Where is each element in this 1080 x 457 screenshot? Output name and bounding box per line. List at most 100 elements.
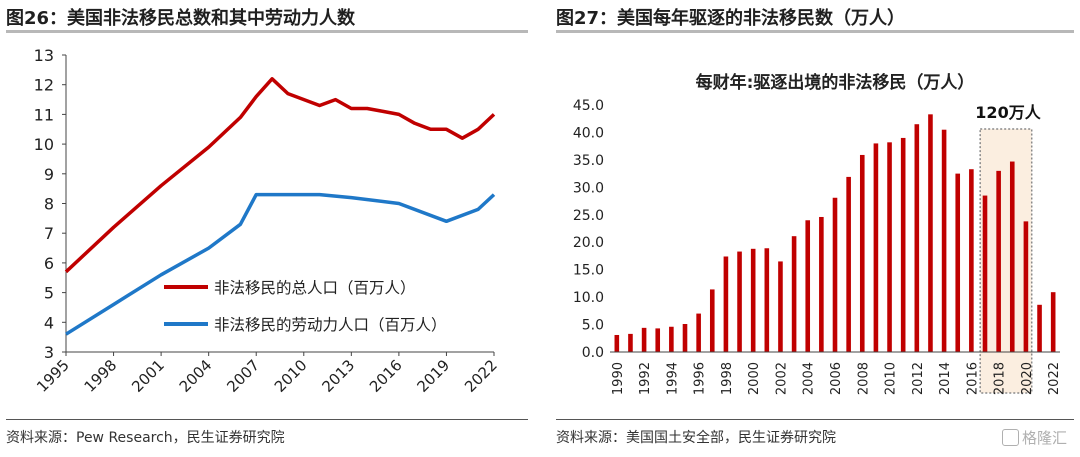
y-tick-label: 3 [44, 343, 54, 362]
bar-1996 [696, 313, 701, 352]
right-title-rule [556, 30, 1074, 33]
y-tick-label: 4 [44, 313, 54, 332]
bar-2018 [996, 170, 1001, 352]
y-tick-label: 0.0 [582, 345, 604, 361]
y-tick-label: 7 [44, 224, 54, 243]
bar-1990 [614, 334, 620, 352]
y-tick-label: 9 [44, 165, 54, 184]
x-tick-label: 1992 [638, 362, 653, 395]
bar-2010 [887, 142, 892, 352]
x-tick-label: 1990 [611, 362, 626, 395]
x-tick-label: 2010 [884, 362, 899, 395]
left-source-rule [6, 419, 528, 420]
y-tick-label: 5.0 [582, 318, 604, 334]
y-tick-label: 20.0 [573, 235, 604, 251]
bar-1994 [669, 326, 674, 352]
bar-2016 [969, 169, 974, 352]
legend-label: 非法移民的劳动力人口（百万人） [214, 316, 447, 334]
bar-2012 [914, 124, 920, 352]
y-tick-label: 15.0 [573, 263, 604, 279]
x-tick-label: 1995 [33, 356, 73, 396]
bar-2007 [846, 176, 851, 352]
x-tick-label: 2013 [318, 356, 358, 396]
y-tick-label: 45.0 [573, 98, 604, 114]
watermark-text: 格隆汇 [1022, 429, 1068, 447]
x-tick-label: 2000 [747, 362, 762, 395]
bar-1993 [655, 328, 661, 352]
bar-2009 [873, 143, 879, 352]
bar-2013 [928, 114, 933, 352]
x-tick-label: 2008 [856, 362, 871, 395]
bar-2006 [832, 197, 838, 352]
bar-2008 [859, 154, 865, 352]
y-tick-label: 11 [34, 105, 54, 124]
x-tick-label: 2004 [176, 356, 216, 396]
bar-2004 [805, 220, 811, 352]
y-tick-label: 5 [44, 284, 54, 303]
watermark-logo-icon [1002, 429, 1019, 446]
x-tick-label: 1994 [665, 362, 680, 395]
bar-1991 [628, 333, 633, 352]
x-tick-label: 2001 [128, 356, 168, 396]
legend-label: 非法移民的总人口（百万人） [214, 279, 416, 297]
bar-2019 [1009, 161, 1015, 352]
x-tick-label: 2007 [223, 356, 263, 396]
y-tick-label: 30.0 [573, 180, 604, 196]
x-tick-label: 1998 [720, 362, 735, 395]
bar-2015 [955, 173, 961, 352]
x-tick-label: 2016 [965, 362, 980, 395]
x-tick-label: 2020 [1020, 362, 1035, 395]
y-tick-label: 12 [34, 76, 54, 95]
y-tick-label: 13 [34, 46, 54, 65]
x-tick-label: 2022 [461, 356, 501, 396]
bar-chart-title: 每财年:驱逐出境的非法移民（万人） [696, 72, 975, 93]
y-tick-label: 10 [34, 135, 54, 154]
x-tick-label: 2022 [1047, 362, 1062, 395]
x-tick-label: 2006 [829, 362, 844, 395]
right-source-rule [556, 419, 1074, 420]
x-tick-label: 2010 [271, 356, 311, 396]
bar-2005 [819, 216, 824, 352]
x-tick-label: 2004 [802, 362, 817, 395]
x-tick-label: 1996 [693, 362, 708, 395]
x-tick-label: 2014 [938, 362, 953, 395]
y-tick-label: 35.0 [573, 153, 604, 169]
x-tick-label: 2002 [774, 362, 789, 395]
x-tick-label: 1998 [81, 356, 121, 396]
y-tick-label: 25.0 [573, 208, 604, 224]
bar-1997 [709, 289, 715, 352]
left-panel-title: 图26：美国非法移民总数和其中劳动力人数 [6, 8, 356, 29]
y-tick-label: 40.0 [573, 125, 604, 141]
right-panel-title: 图27：美国每年驱逐的非法移民数（万人） [556, 8, 906, 29]
x-tick-label: 2016 [366, 356, 406, 396]
watermark: 格隆汇 [1002, 427, 1067, 448]
bar-2014 [941, 129, 947, 352]
bar-2022 [1050, 292, 1056, 352]
bar-2001 [764, 248, 770, 352]
highlight-annotation: 120万人 [975, 103, 1041, 122]
y-tick-label: 6 [44, 254, 54, 273]
bar-2002 [778, 261, 783, 352]
left-source-text: 资料来源：Pew Research，民生证券研究院 [6, 430, 285, 446]
series-line-total [64, 77, 496, 274]
bar-1992 [641, 327, 647, 352]
series-line-labor [65, 192, 496, 336]
bar-chart: 每财年:驱逐出境的非法移民（万人）120万人 0.0 5.0 10.0 15.0 20.0… [573, 72, 1062, 395]
y-tick-label: 8 [44, 195, 54, 214]
x-tick-label: 2012 [911, 362, 926, 395]
bar-2011 [900, 137, 906, 352]
x-tick-label: 2019 [414, 356, 454, 396]
bar-2020 [1023, 221, 1029, 352]
bar-2000 [750, 248, 756, 352]
left-title-rule [6, 30, 528, 33]
bar-2021 [1037, 304, 1042, 352]
bar-2017 [982, 195, 988, 352]
bar-2003 [791, 236, 797, 352]
bar-1999 [737, 251, 742, 352]
right-source-text: 资料来源：美国国土安全部，民生证券研究院 [556, 430, 836, 446]
x-tick-label: 2018 [993, 362, 1008, 395]
bar-1998 [723, 256, 729, 352]
y-tick-label: 10.0 [573, 290, 604, 306]
